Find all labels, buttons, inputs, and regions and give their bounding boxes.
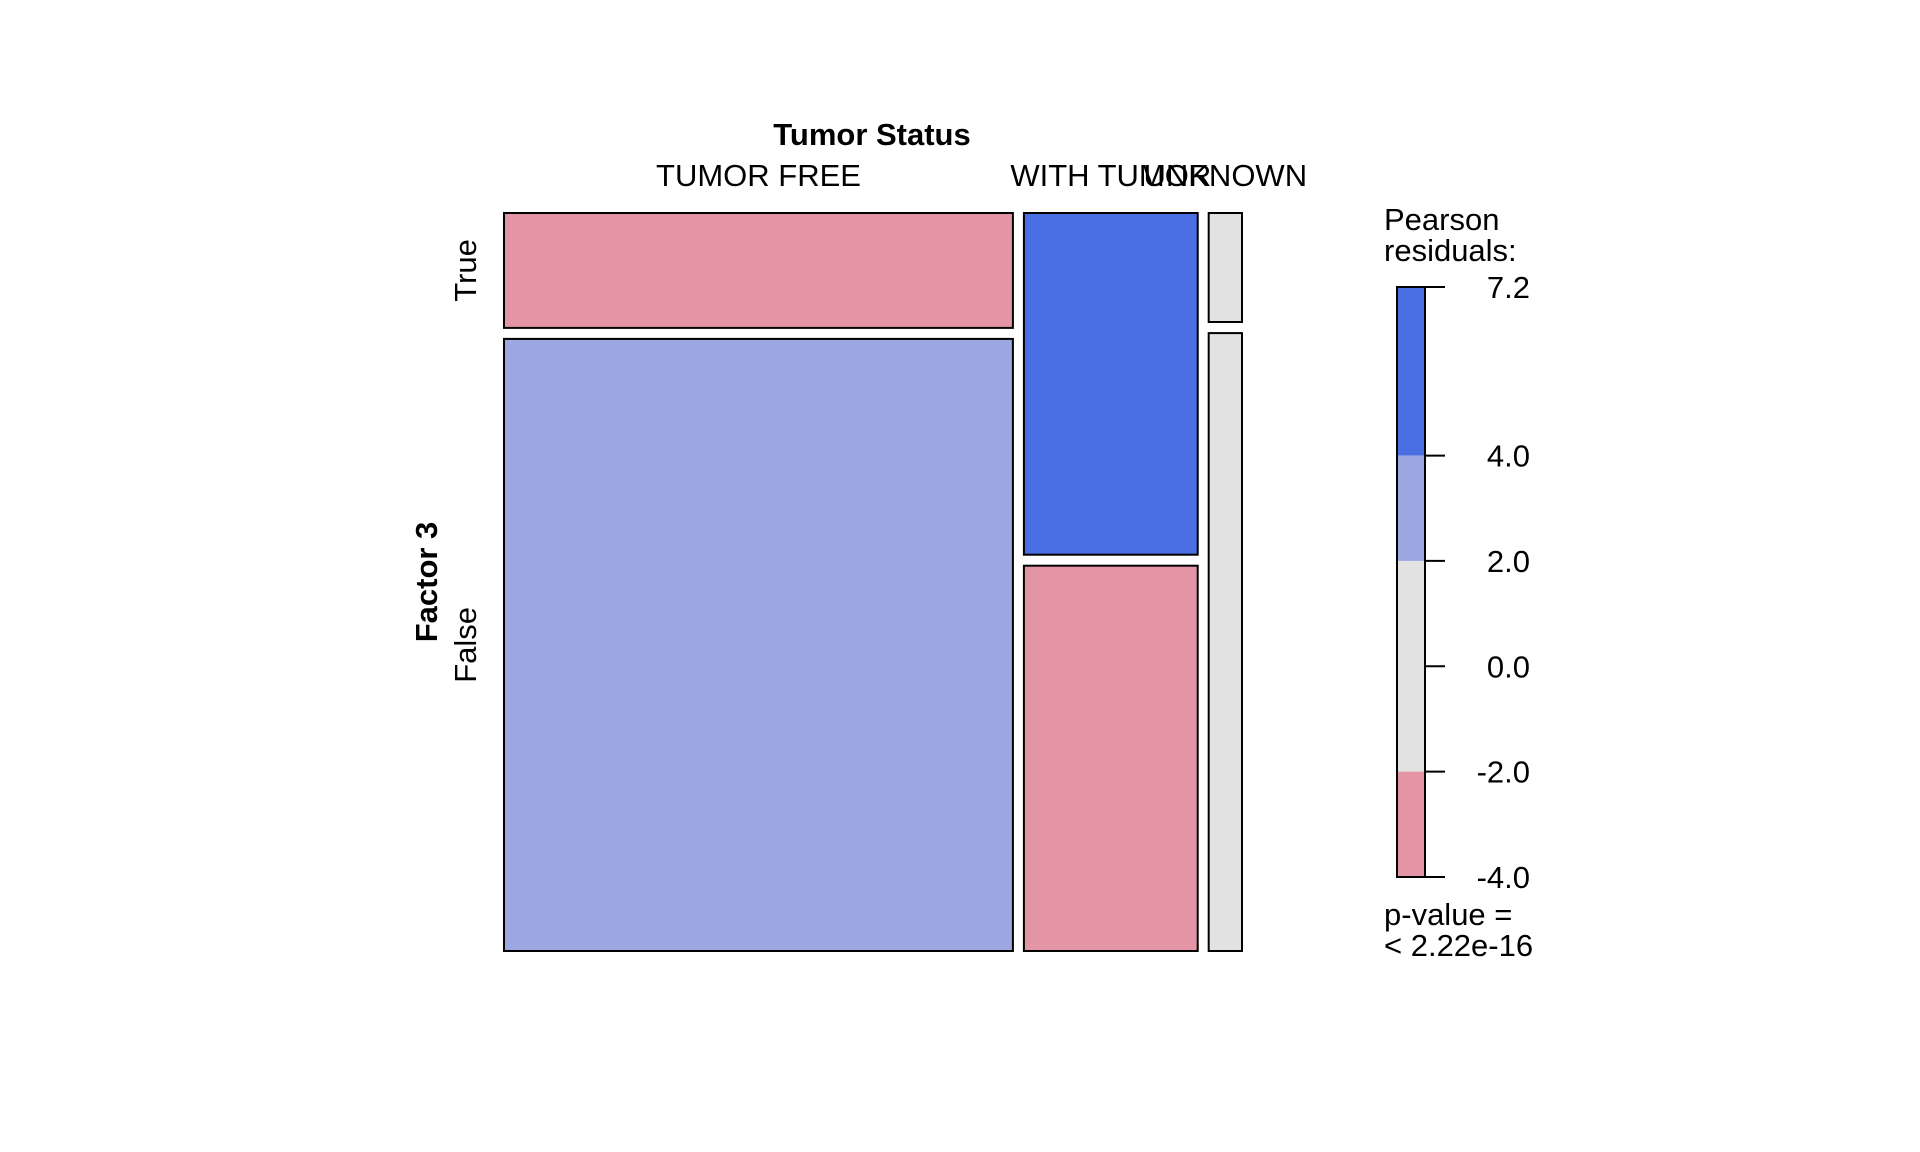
legend-color-bar xyxy=(1396,286,1426,878)
legend-tick-label-0: 7.2 xyxy=(1487,270,1530,305)
top-variable-title: Tumor Status xyxy=(773,117,971,152)
row-labels: True False xyxy=(448,239,483,683)
column-label-with-tumor: WITH TUMOR xyxy=(1010,158,1211,193)
legend-tick-label-3: 0.0 xyxy=(1487,649,1530,684)
row-label-false: False xyxy=(448,607,483,683)
legend-band-2 xyxy=(1397,560,1425,772)
column-label-unknown: UNKNOWN xyxy=(1143,158,1307,193)
cell-with-tumor-false xyxy=(1022,564,1199,952)
cell-unknown-true xyxy=(1207,212,1243,323)
mosaic-cells xyxy=(503,212,1243,953)
legend-band-0 xyxy=(1397,287,1425,456)
legend-title-line2: residuals: xyxy=(1384,233,1517,268)
cell-tumor-free-true xyxy=(503,212,1014,329)
legend-title-line1: Pearson xyxy=(1384,202,1499,237)
legend-band-1 xyxy=(1397,455,1425,561)
p-value-line1: p-value = xyxy=(1384,897,1512,932)
cell-with-tumor-true xyxy=(1022,212,1199,556)
legend-band-3 xyxy=(1397,771,1425,877)
legend-tick-label-4: -2.0 xyxy=(1477,755,1530,790)
cell-tumor-free-false xyxy=(503,337,1014,952)
row-label-true: True xyxy=(448,239,483,302)
residuals-legend: Pearson residuals: 7.24.02.00.0-2.0-4.0 … xyxy=(1384,202,1533,963)
legend-ticks: 7.2 4.0 2.0 0.0 -2.0 -4.0 xyxy=(1425,270,1530,895)
legend-bar-border xyxy=(1396,286,1426,878)
cell-unknown-false xyxy=(1207,332,1243,953)
legend-tick-label-5: -4.0 xyxy=(1477,860,1530,895)
p-value-line2: < 2.22e-16 xyxy=(1384,928,1533,963)
left-variable-title: Factor 3 xyxy=(409,522,444,643)
legend-tick-label-2: 2.0 xyxy=(1487,544,1530,579)
legend-tick-label-1: 4.0 xyxy=(1487,439,1530,474)
column-label-tumor-free: TUMOR FREE xyxy=(656,158,861,193)
